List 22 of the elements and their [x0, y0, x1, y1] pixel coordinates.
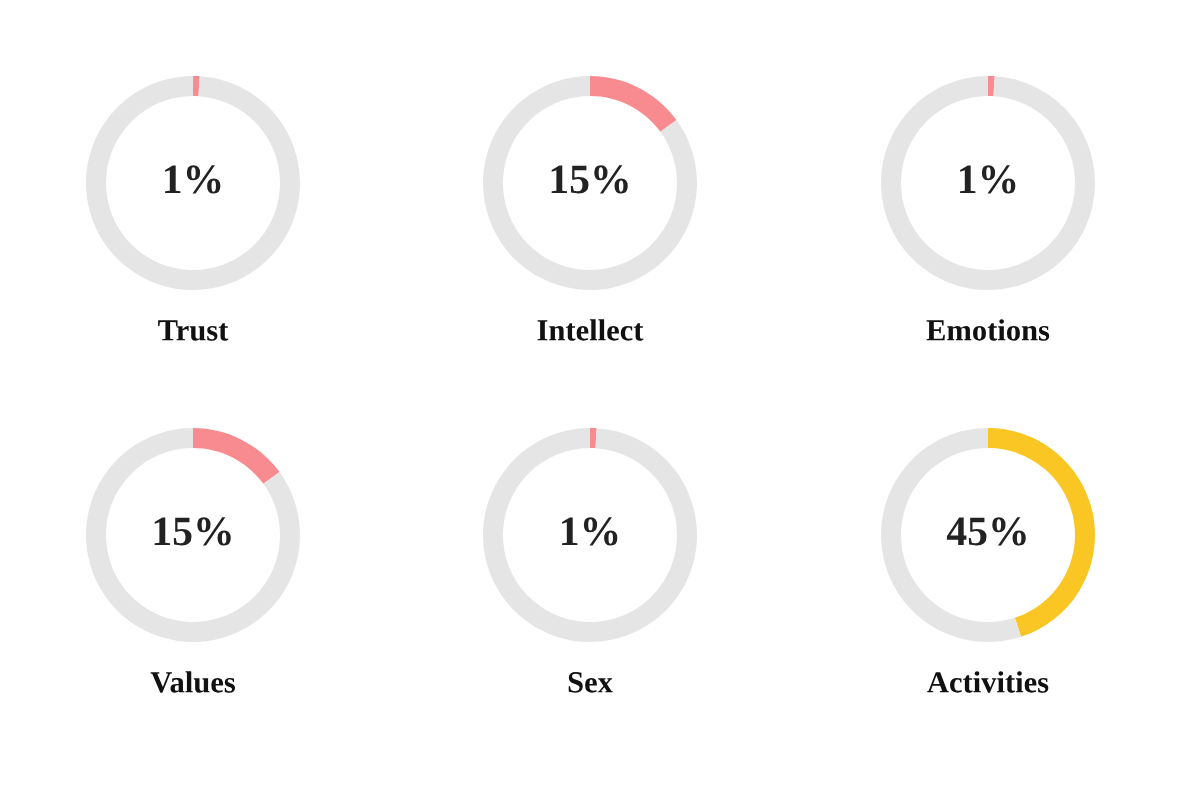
donut-slice [988, 76, 995, 97]
text: 1% [165, 165, 221, 194]
donut-slice [86, 428, 300, 642]
text: 1% [562, 517, 618, 546]
donut-slice [590, 428, 597, 449]
donut-slice [483, 428, 697, 642]
text: Sex [568, 672, 613, 693]
donut-slice [193, 76, 200, 97]
text: 15% [551, 165, 628, 194]
text: 15% [154, 517, 231, 546]
text: Values [150, 671, 235, 693]
text: Intellect [537, 319, 644, 341]
donut-slice [590, 76, 677, 132]
text: 45% [946, 517, 1026, 546]
donut-slice [483, 76, 697, 290]
donut-slice [193, 428, 280, 484]
donut-slice [86, 76, 300, 290]
text: 1% [960, 165, 1016, 194]
text: Trust [158, 320, 229, 341]
text: Activities [927, 671, 1049, 693]
text: Emotions [926, 319, 1050, 341]
donut-slice [881, 76, 1095, 290]
